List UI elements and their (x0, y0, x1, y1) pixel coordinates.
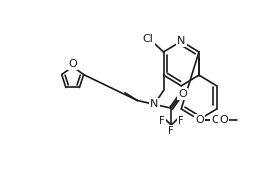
Text: F: F (168, 126, 174, 136)
Text: O: O (211, 115, 220, 125)
Text: N: N (150, 99, 158, 109)
Text: F: F (159, 115, 165, 125)
Text: N: N (177, 36, 185, 46)
Text: O: O (178, 89, 187, 99)
Text: O: O (195, 115, 204, 125)
Text: F: F (178, 115, 183, 125)
Text: O: O (219, 115, 228, 125)
Text: O: O (68, 59, 77, 69)
Text: Cl: Cl (143, 34, 154, 44)
